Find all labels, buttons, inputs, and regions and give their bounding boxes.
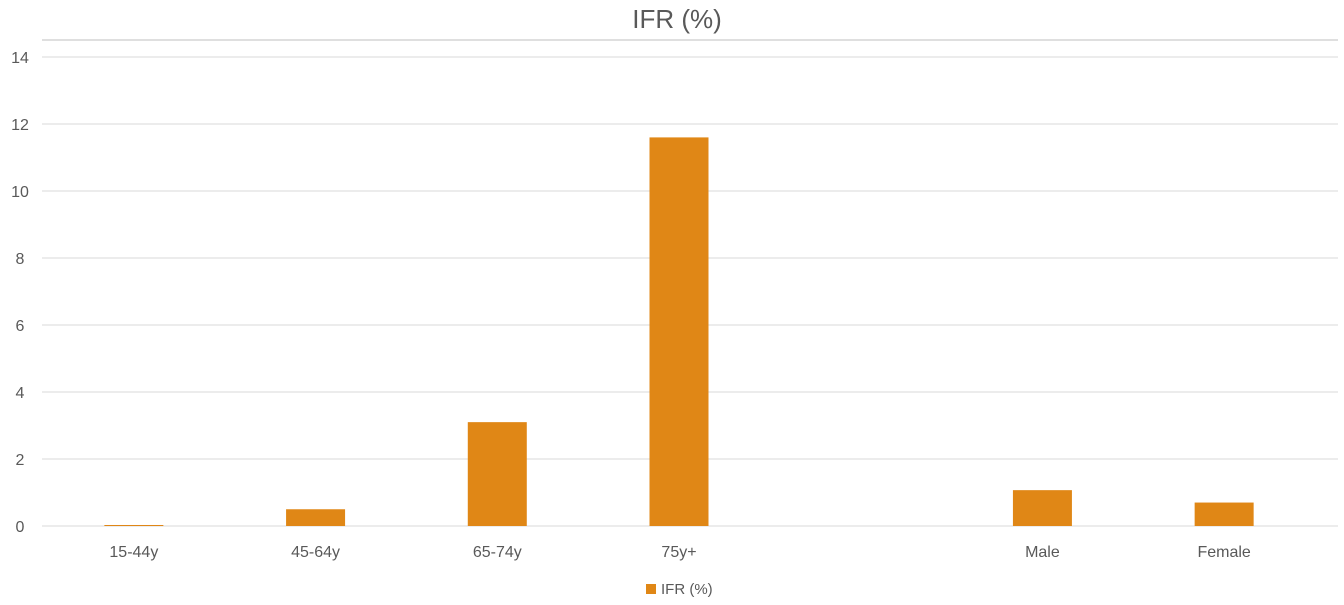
legend: IFR (%) — [646, 581, 713, 598]
x-category-label: 45-64y — [291, 544, 340, 561]
y-tick-label: 14 — [11, 50, 29, 67]
bar-Male — [1012, 490, 1072, 526]
legend-label: IFR (%) — [661, 581, 713, 598]
bar-15-44y — [104, 524, 164, 526]
x-axis-categories: 15-44y 45-64y 65-74y 75y+ Male Female — [109, 544, 1251, 561]
x-category-label: Male — [1025, 544, 1060, 561]
bar-75y+ — [649, 137, 709, 526]
bar-45-64y — [286, 509, 346, 526]
x-category-label: 15-44y — [109, 544, 158, 561]
y-tick-label: 12 — [11, 117, 29, 134]
bar-65-74y — [467, 422, 527, 526]
y-axis-ticks: 0 2 4 6 8 10 12 14 — [11, 50, 29, 536]
y-tick-label: 4 — [16, 385, 25, 402]
y-tick-label: 0 — [16, 519, 25, 536]
y-tick-label: 10 — [11, 184, 29, 201]
bar-Female — [1194, 502, 1254, 526]
legend-swatch — [646, 584, 656, 594]
y-tick-label: 2 — [16, 452, 25, 469]
y-tick-label: 6 — [16, 318, 25, 335]
x-category-label: 75y+ — [661, 544, 696, 561]
bars — [104, 137, 1254, 526]
x-category-label: Female — [1197, 544, 1250, 561]
y-tick-label: 8 — [16, 251, 25, 268]
x-category-label: 65-74y — [473, 544, 522, 561]
chart-title: IFR (%) — [632, 4, 722, 34]
